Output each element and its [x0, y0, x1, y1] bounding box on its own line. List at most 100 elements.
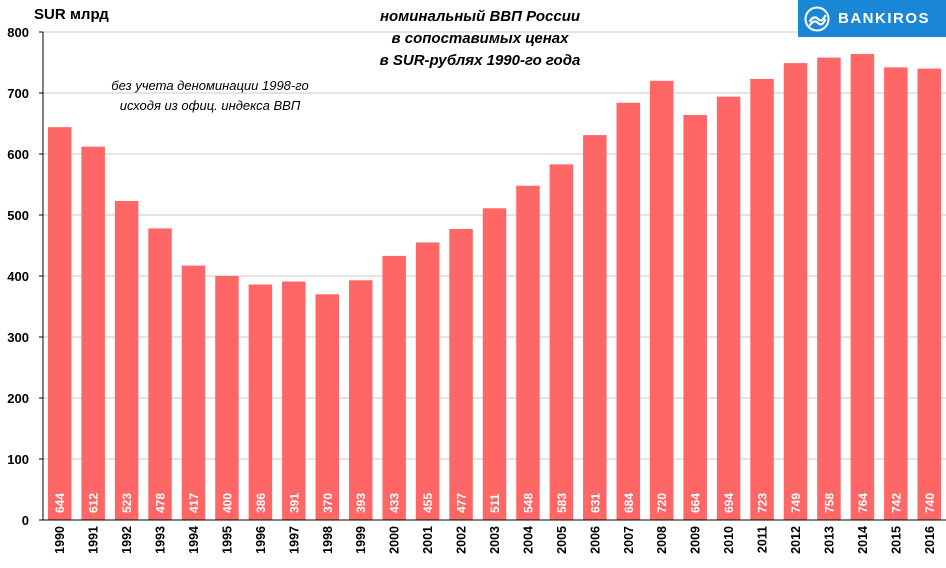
x-tick-label: 2000: [388, 526, 402, 554]
y-tick-label: 600: [7, 147, 29, 162]
x-tick-label: 2011: [756, 526, 770, 553]
x-tick-label: 2003: [488, 526, 502, 554]
bar-value-label: 764: [856, 493, 870, 513]
bar-value-label: 393: [354, 493, 368, 513]
bar: [315, 294, 340, 520]
y-tick-label: 100: [7, 452, 29, 467]
chart-title-line-2: в сопоставимых ценах: [391, 30, 569, 47]
bar: [817, 57, 841, 521]
bankiros-logo-text: BANKIROS: [838, 10, 931, 27]
bar-value-label: 523: [120, 493, 134, 513]
bar-value-label: 684: [622, 493, 636, 513]
chart-title: номинальный ВВП России в сопоставимых це…: [340, 6, 620, 72]
y-tick-label: 200: [7, 391, 29, 406]
x-tick-label: 1998: [321, 526, 335, 554]
x-tick-label: 2005: [555, 526, 569, 554]
chart-annotation-line-2: исходя из офиц. индекса ВВП: [119, 98, 301, 113]
x-tick-label: 1990: [53, 526, 67, 554]
bar-value-label: 583: [555, 493, 569, 513]
bar: [215, 276, 239, 520]
bar: [81, 146, 105, 520]
bar-value-label: 749: [789, 493, 803, 513]
x-tick-label: 1999: [354, 526, 368, 554]
x-tick-label: 2007: [622, 526, 636, 554]
bar: [516, 185, 540, 520]
bar: [549, 164, 574, 520]
y-tick-label: 400: [7, 269, 29, 284]
y-axis-unit-label: SUR млрд: [34, 6, 109, 23]
bar: [616, 102, 641, 520]
bar: [649, 80, 674, 521]
bar-value-label: 723: [756, 493, 770, 513]
x-tick-label: 2014: [856, 526, 870, 554]
bar: [348, 280, 373, 520]
y-tick-label: 300: [7, 330, 29, 345]
bar: [114, 200, 139, 520]
bar-value-label: 612: [87, 493, 101, 513]
x-tick-label: 1991: [87, 526, 101, 554]
bar-value-label: 631: [588, 493, 602, 513]
chart-title-line-1: номинальный ВВП России: [379, 8, 581, 25]
x-tick-label: 2015: [889, 526, 903, 554]
bar: [282, 281, 306, 520]
bar: [683, 114, 707, 521]
bar: [382, 255, 406, 520]
bar-value-label: 664: [689, 493, 703, 513]
bar: [248, 284, 273, 520]
x-tick-label: 1997: [287, 526, 301, 554]
bar-value-label: 391: [287, 493, 301, 513]
bankiros-logo-icon: [804, 6, 830, 31]
y-tick-label: 0: [22, 513, 29, 528]
bar-value-label: 370: [321, 493, 335, 513]
bar: [482, 208, 507, 521]
x-tick-label: 1996: [254, 526, 268, 554]
x-tick-label: 1994: [187, 526, 201, 554]
y-tick-label: 700: [7, 86, 29, 101]
x-tick-label: 2001: [421, 526, 435, 554]
bar: [47, 127, 72, 520]
y-tick-label: 500: [7, 208, 29, 223]
bar-value-label: 720: [655, 493, 669, 513]
bar: [583, 135, 607, 520]
chart-annotation: без учета деноминации 1998-го исходя из …: [80, 76, 340, 116]
x-tick-label: 2013: [822, 526, 836, 554]
bar: [148, 228, 172, 521]
bar-value-label: 386: [254, 493, 268, 513]
x-tick-label: 2016: [923, 526, 937, 554]
bar: [750, 78, 774, 520]
bar: [884, 67, 908, 520]
bar: [716, 96, 741, 520]
bar-value-label: 478: [154, 493, 168, 513]
bar-value-label: 548: [521, 493, 535, 513]
bar: [783, 63, 808, 521]
bar: [917, 68, 942, 520]
bar: [181, 265, 206, 520]
bar-value-label: 644: [53, 493, 67, 513]
bar-value-label: 742: [889, 493, 903, 513]
bar-value-label: 694: [722, 493, 736, 513]
x-tick-label: 2004: [521, 526, 535, 554]
x-tick-label: 1992: [120, 526, 134, 554]
bar-value-label: 511: [488, 493, 502, 513]
x-tick-label: 1995: [220, 526, 234, 554]
x-tick-label: 2010: [722, 526, 736, 554]
bar-value-label: 417: [187, 493, 201, 513]
chart-annotation-line-1: без учета деноминации 1998-го: [111, 78, 309, 93]
bar-value-label: 477: [455, 493, 469, 513]
x-tick-label: 1993: [154, 526, 168, 554]
x-tick-label: 2012: [789, 526, 803, 554]
bar-value-label: 433: [388, 493, 402, 513]
bankiros-logo[interactable]: BANKIROS: [798, 0, 946, 37]
x-tick-label: 2002: [455, 526, 469, 554]
bar-value-label: 740: [923, 493, 937, 513]
bar-value-label: 400: [220, 493, 234, 513]
x-tick-label: 2006: [588, 526, 602, 554]
x-tick-label: 2008: [655, 526, 669, 554]
bar-value-label: 758: [822, 493, 836, 513]
bar-value-label: 455: [421, 493, 435, 513]
bar: [449, 229, 473, 520]
x-tick-label: 2009: [689, 526, 703, 554]
chart-title-line-3: в SUR-рублях 1990-го года: [379, 52, 581, 69]
bar: [850, 53, 875, 521]
